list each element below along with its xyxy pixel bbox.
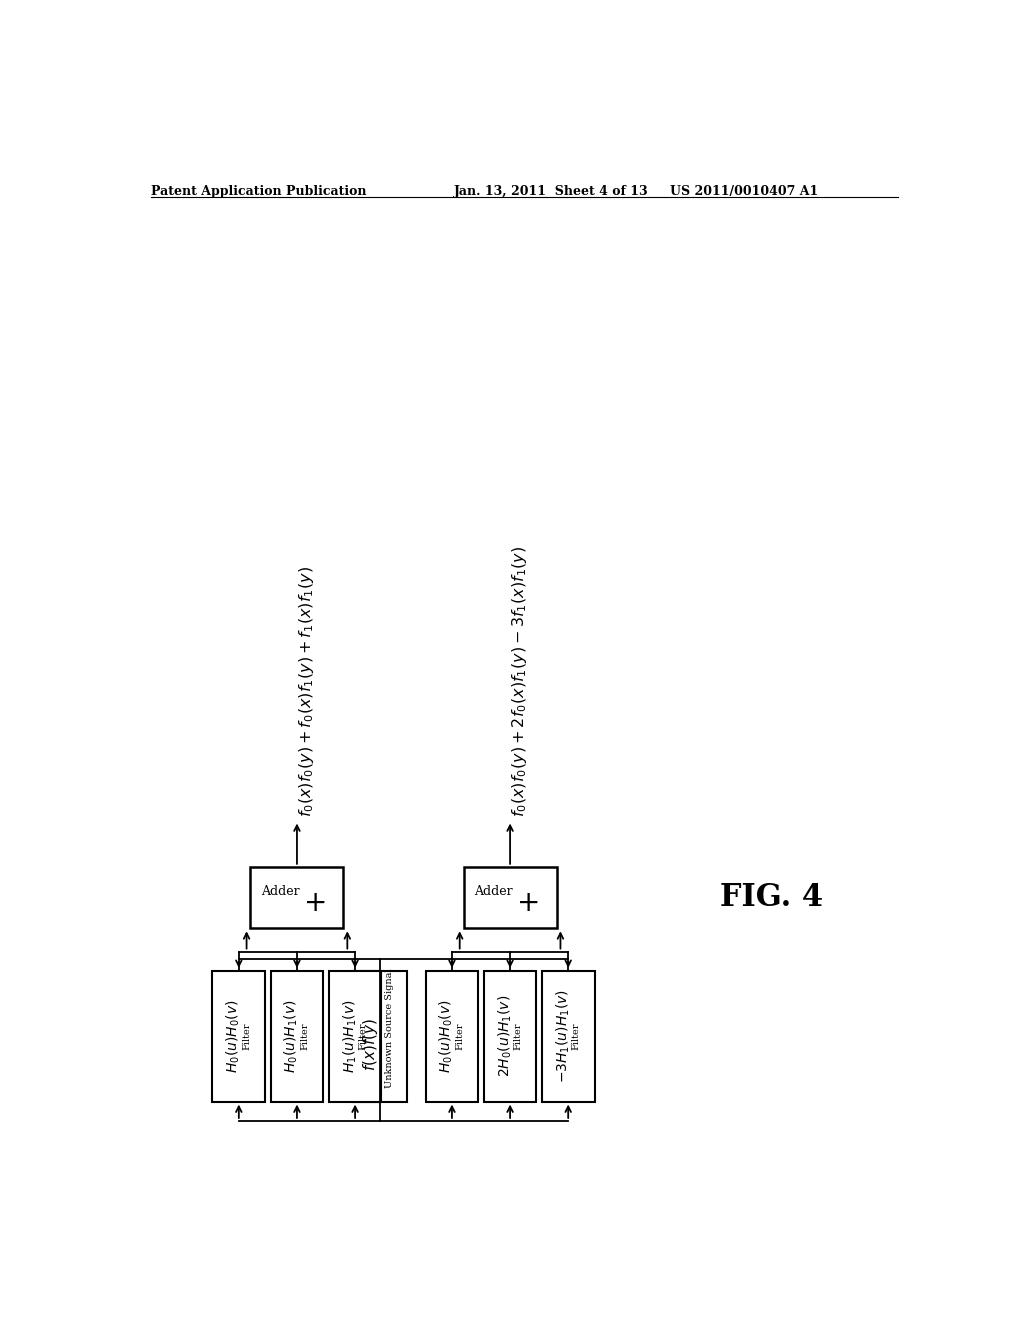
Bar xyxy=(251,867,343,928)
Text: Filter: Filter xyxy=(300,1023,309,1049)
Text: FIG. 4: FIG. 4 xyxy=(720,882,823,913)
Text: $-3H_1(u)H_1(v)$: $-3H_1(u)H_1(v)$ xyxy=(554,989,571,1084)
Text: $+$: $+$ xyxy=(516,890,538,917)
Text: Unknown Source Signal: Unknown Source Signal xyxy=(385,969,393,1088)
Text: $+$: $+$ xyxy=(302,890,325,917)
Bar xyxy=(483,970,537,1102)
Bar xyxy=(352,970,407,1102)
Text: Filter: Filter xyxy=(513,1023,522,1049)
Text: $H_0(u)H_0(v)$: $H_0(u)H_0(v)$ xyxy=(438,999,456,1073)
Bar xyxy=(426,970,478,1102)
Bar xyxy=(270,970,324,1102)
Bar xyxy=(329,970,381,1102)
Text: $H_0(u)H_1(v)$: $H_0(u)H_1(v)$ xyxy=(283,999,300,1073)
Text: $H_1(u)H_1(v)$: $H_1(u)H_1(v)$ xyxy=(341,999,358,1073)
Text: Patent Application Publication: Patent Application Publication xyxy=(152,185,367,198)
Bar xyxy=(542,970,595,1102)
Text: $H_0(u)H_0(v)$: $H_0(u)H_0(v)$ xyxy=(225,999,243,1073)
Text: Filter: Filter xyxy=(243,1023,251,1049)
Text: US 2011/0010407 A1: US 2011/0010407 A1 xyxy=(671,185,819,198)
Bar xyxy=(212,970,265,1102)
Text: Adder: Adder xyxy=(474,884,513,898)
Text: Filter: Filter xyxy=(358,1023,368,1049)
Text: Adder: Adder xyxy=(261,884,300,898)
Text: Jan. 13, 2011  Sheet 4 of 13: Jan. 13, 2011 Sheet 4 of 13 xyxy=(454,185,648,198)
Text: Filter: Filter xyxy=(571,1023,581,1049)
Text: Filter: Filter xyxy=(456,1023,464,1049)
Text: $2H_0(u)H_1(v)$: $2H_0(u)H_1(v)$ xyxy=(496,995,513,1077)
Bar xyxy=(464,867,557,928)
Text: $f_0(x)f_0(y)+f_0(x)f_1(y)+f_1(x)f_1(y)$: $f_0(x)f_0(y)+f_0(x)f_1(y)+f_1(x)f_1(y)$ xyxy=(297,566,316,817)
Text: $f_0(x)f_0(y)+2f_0(x)f_1(y)-3f_1(x)f_1(y)$: $f_0(x)f_0(y)+2f_0(x)f_1(y)-3f_1(x)f_1(y… xyxy=(510,545,529,817)
Text: $f(x)f(y)$: $f(x)f(y)$ xyxy=(361,1018,380,1071)
